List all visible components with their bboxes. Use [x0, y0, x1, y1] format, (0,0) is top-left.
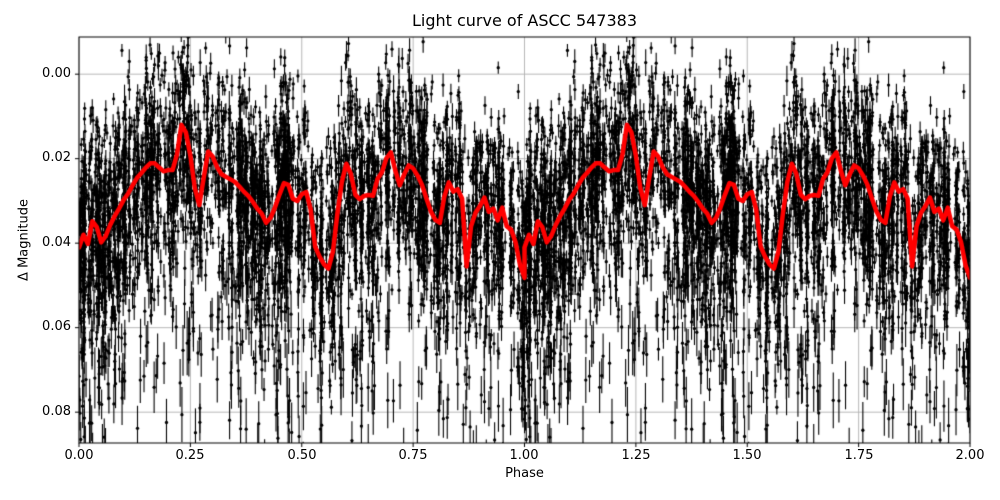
y-tick-label: 0.08 — [42, 404, 71, 419]
x-axis-label: Phase — [505, 466, 544, 481]
chart-title: Light curve of ASCC 547383 — [411, 11, 638, 30]
x-tick-label: 1.75 — [844, 448, 874, 463]
x-tick-label: 2.00 — [955, 448, 985, 463]
x-tick-label: 0.50 — [287, 448, 317, 463]
y-tick-label: 0.02 — [42, 150, 71, 165]
y-tick-label: 0.00 — [42, 66, 71, 81]
x-tick-label: 1.50 — [732, 448, 762, 463]
y-tick-label: 0.06 — [42, 319, 71, 334]
x-tick-label: 1.00 — [509, 448, 539, 463]
x-tick-label: 0.00 — [64, 448, 94, 463]
x-tick-label: 0.75 — [398, 448, 428, 463]
x-tick-label: 0.25 — [175, 448, 205, 463]
y-tick-label: 0.04 — [42, 235, 71, 250]
x-tick-label: 1.25 — [621, 448, 651, 463]
